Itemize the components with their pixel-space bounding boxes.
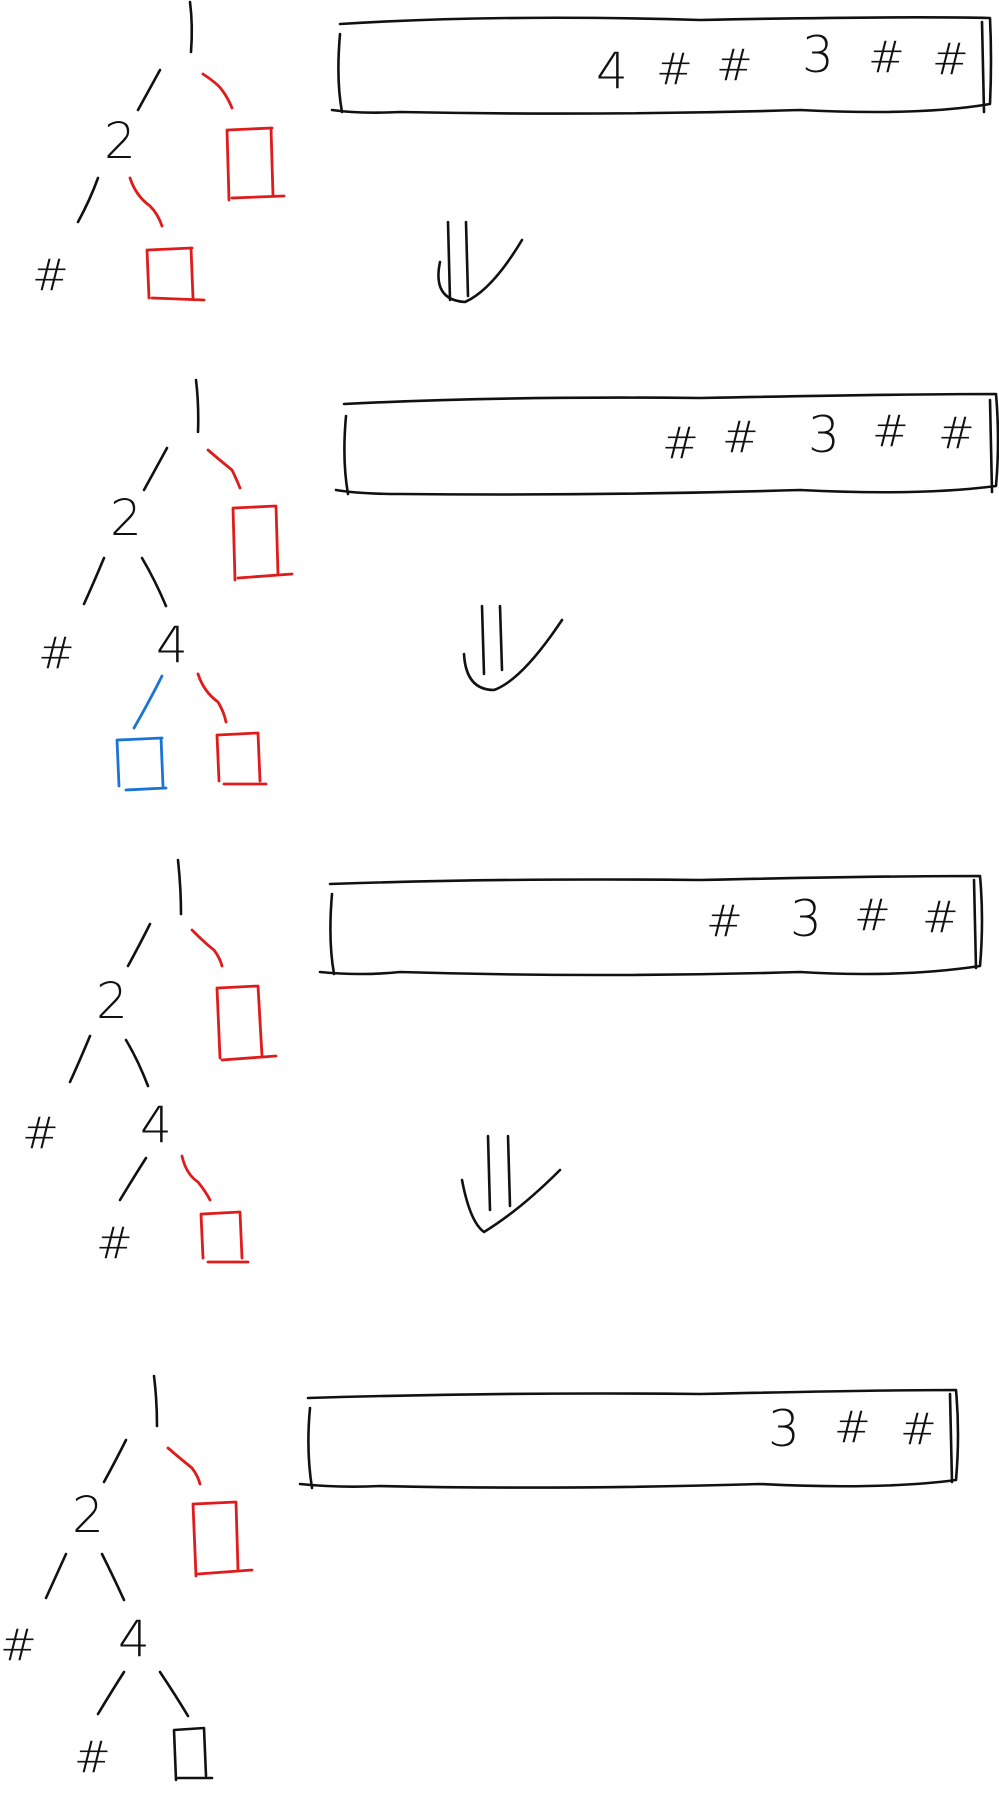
right-child-edge (124, 1038, 150, 1088)
right-child-edge (140, 556, 168, 608)
queue-token: 3 (768, 1400, 800, 1458)
queue-token: # (854, 890, 891, 941)
right-child-edge (100, 1552, 126, 1602)
queue-token: 3 (790, 890, 822, 948)
queue-box (334, 392, 999, 496)
leaf-hash-new: # (74, 1732, 111, 1783)
node-4: 4 (118, 1610, 150, 1668)
left-edge (102, 1438, 128, 1484)
right-pending-edge (166, 1446, 202, 1486)
queue-token: # (716, 40, 753, 91)
right-pending-edge (206, 448, 242, 490)
queue-token: # (834, 1402, 871, 1453)
queue-token: # (922, 892, 959, 943)
leaf-hash: # (38, 628, 75, 679)
left-edge (136, 68, 162, 112)
step-2-queue: # # 3 # # (334, 392, 999, 496)
left-child-edge (68, 1034, 92, 1084)
step-3-queue: # 3 # # (318, 874, 984, 977)
right-pending-edge (190, 928, 224, 968)
queue-box (330, 16, 993, 115)
leaf-hash: # (32, 250, 69, 301)
root-edge (152, 1374, 159, 1428)
node-4: 4 (140, 1096, 172, 1154)
left-child-edge-2 (118, 1156, 148, 1202)
down-arrow-icon (462, 604, 564, 692)
step-3: 2 # 4 # # 3 # # (22, 858, 984, 1269)
step-4: 2 # 4 # 3 # # (0, 1374, 960, 1783)
queue-token: 4 (596, 42, 628, 100)
root-edge (176, 858, 183, 916)
queue-token: # (932, 34, 969, 85)
step-1: 2 # 4 # # 3 # # (32, 0, 993, 304)
pending-slot-right (215, 984, 278, 1062)
pending-slot-child (215, 731, 268, 786)
queue-token: 3 (808, 406, 840, 464)
queue-box (298, 1388, 960, 1490)
current-edge (132, 674, 164, 730)
pending-slot-child (199, 1210, 250, 1264)
node-4: 4 (156, 616, 188, 674)
queue-token: # (656, 44, 693, 95)
pending-edge (196, 672, 228, 724)
pending-edge (180, 1154, 212, 1202)
left-child-edge (76, 176, 100, 224)
node-2: 2 (72, 1486, 104, 1544)
leaf-hash-new: # (96, 1218, 133, 1269)
queue-token: # (706, 896, 743, 947)
queue-token: # (872, 406, 909, 457)
left-edge (142, 446, 169, 492)
node-2: 2 (110, 489, 142, 547)
step-1-queue: 4 # # 3 # # (330, 16, 993, 115)
down-arrow-icon (437, 220, 524, 304)
step-4-queue: 3 # # (298, 1388, 960, 1490)
node-2: 2 (96, 972, 128, 1030)
step-1-tree: 2 # (32, 0, 286, 302)
step-2: 2 # 4 # # 3 # # (38, 378, 999, 792)
pending-slot-right (191, 1500, 254, 1578)
next-slot (172, 1726, 214, 1782)
step-3-tree: 2 # 4 # (22, 858, 278, 1269)
left-edge (126, 922, 152, 968)
queue-token: # (938, 408, 975, 459)
queue-token: # (900, 1404, 937, 1455)
down-arrow-icon (460, 1134, 562, 1234)
right-pending-edge (201, 72, 234, 110)
leaf-hash: # (22, 1108, 59, 1159)
root-edge (188, 0, 194, 54)
node-2: 2 (104, 112, 136, 170)
queue-token: # (722, 412, 759, 463)
left-child-edge (82, 556, 106, 606)
leaf-hash: # (0, 1620, 37, 1671)
step-4-tree: 2 # 4 # (0, 1374, 254, 1783)
queue-token: 3 (802, 26, 834, 84)
queue-box (318, 874, 984, 977)
queue-token: # (662, 418, 699, 469)
left-child-edge-2 (96, 1670, 126, 1716)
right-child-edge-2 (158, 1670, 190, 1718)
pending-slot-child (145, 246, 206, 302)
root-edge (194, 378, 200, 434)
queue-token: # (868, 32, 905, 83)
step-2-tree: 2 # 4 (38, 378, 294, 792)
left-child-edge (44, 1552, 68, 1600)
pending-slot-right (225, 126, 286, 202)
pending-slot-right (231, 504, 294, 582)
right-child-pending-edge (128, 176, 164, 228)
current-slot (115, 736, 168, 792)
